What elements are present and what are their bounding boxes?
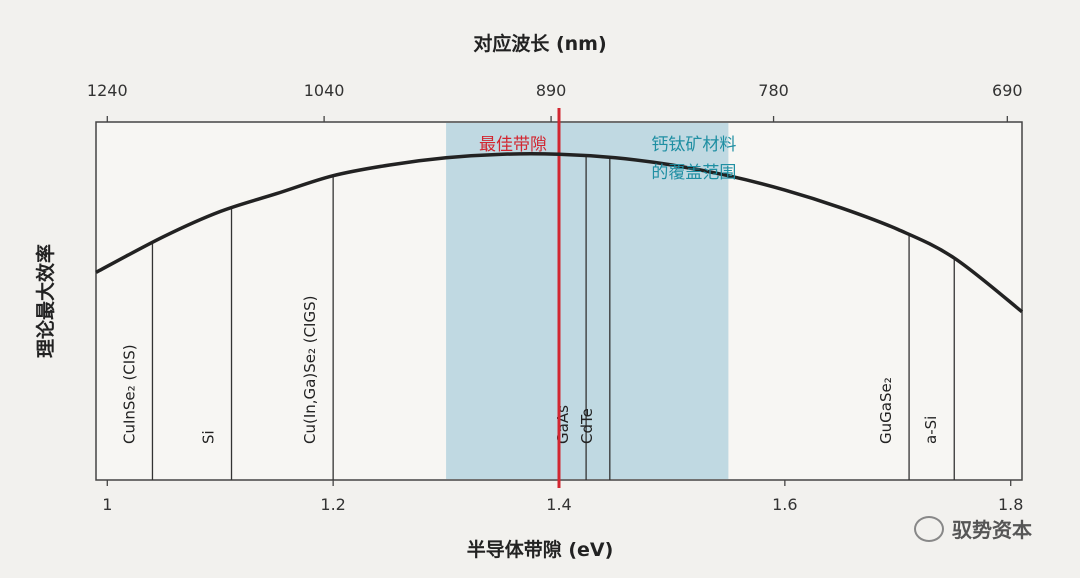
top-tick-label-2: 890 (536, 81, 567, 100)
x-tick-label-1: 1.2 (320, 495, 345, 514)
top-axis-title: 对应波长 (nm) (473, 32, 606, 55)
x-axis-title: 半导体带隙 (eV) (467, 538, 614, 561)
top-tick-label-3: 780 (758, 81, 789, 100)
material-lines: CuInSe₂ (CIS) Si Cu(In,Ga)Se₂ (CIGS) GaAs Cd… (120, 155, 955, 480)
y-axis-title: 理论最大效率 (34, 244, 57, 358)
x-tick-label-3: 1.6 (772, 495, 797, 514)
material-label-1: Si (200, 430, 218, 444)
top-tick-label-0: 1240 (87, 81, 128, 100)
x-tick-label-4: 1.8 (998, 495, 1023, 514)
top-tick-label-1: 1040 (304, 81, 345, 100)
material-label-5: GuGaSe₂ (877, 377, 895, 444)
x-tick-label-2: 1.4 (546, 495, 571, 514)
top-tick-label-4: 690 (992, 81, 1023, 100)
material-label-4: CdTe (578, 408, 596, 444)
material-label-6: a-Si (922, 416, 940, 444)
material-label-2: Cu(In,Ga)Se₂ (CIGS) (301, 296, 319, 444)
bottom-axis-ticks: 1 1.2 1.4 1.6 1.8 (102, 480, 1023, 514)
watermark-text: 驭势资本 (952, 518, 1032, 542)
top-axis-ticks: 1240 1040 890 780 690 (87, 81, 1023, 122)
material-label-3: GaAs (554, 405, 572, 444)
watermark: 驭势资本 (914, 514, 1032, 543)
x-tick-label-0: 1 (102, 495, 112, 514)
material-label-0: CuInSe₂ (CIS) (120, 344, 138, 444)
wechat-icon (914, 515, 944, 542)
perovskite-range-label-line2: 的覆盖范围 (651, 163, 736, 183)
optimal-bandgap-label: 最佳带隙 (479, 135, 547, 155)
perovskite-range-label-line1: 钙钛矿材料 (651, 135, 736, 155)
efficiency-curve (95, 152, 1024, 314)
perovskite-range-region (446, 123, 729, 479)
